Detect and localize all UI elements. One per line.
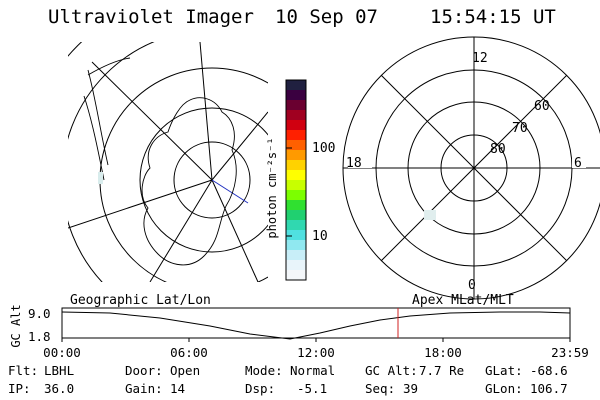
altitude-ylabel: GC Alt xyxy=(9,304,23,347)
geo-meridian xyxy=(68,179,213,229)
glat-value: -68.6 xyxy=(530,363,568,378)
colorbar-segment xyxy=(286,150,306,161)
geo-lat-circle xyxy=(173,141,251,219)
glon-value: 106.7 xyxy=(530,381,568,396)
geo-meridian xyxy=(149,179,213,282)
coastline-fragment xyxy=(83,57,131,181)
altitude-plot: GC Alt 9.0 1.8 00:00 06:00 12:00 18:00 2… xyxy=(9,304,589,360)
colorbar-segment xyxy=(286,180,306,191)
mlat-label-60: 60 xyxy=(534,99,550,114)
geo-lat-circle xyxy=(68,42,83,57)
mode-value: Normal xyxy=(290,363,335,378)
glon-label: GLon: xyxy=(485,381,523,396)
altitude-ytick-9: 9.0 xyxy=(28,306,51,321)
filter-value: LBHL xyxy=(44,363,74,378)
label-mask xyxy=(572,152,586,168)
app-title: Ultraviolet Imager xyxy=(48,6,254,28)
gcalt-value: 7.7 Re xyxy=(419,363,464,378)
geo-lat-circle xyxy=(139,107,268,253)
colorbar-segment xyxy=(286,80,306,91)
altitude-ytick-1.8: 1.8 xyxy=(28,329,51,344)
colorbar-segment xyxy=(286,130,306,141)
colorbar-segment xyxy=(286,170,306,181)
colorbar-segment xyxy=(286,230,306,241)
sun-direction-line xyxy=(211,179,249,204)
door-value: Open xyxy=(170,363,200,378)
filter-label: Flt: xyxy=(8,363,38,378)
dsp-value: -5.1 xyxy=(297,381,327,396)
colorbar-segment xyxy=(286,220,306,231)
colorbar-segment xyxy=(286,160,306,171)
aurora-patch xyxy=(424,210,436,220)
antarctica-coastline xyxy=(141,97,237,266)
colorbar-tick-100: 100 xyxy=(312,141,335,156)
observation-time: 15:54:15 UT xyxy=(430,6,556,28)
altitude-xtick-1800: 18:00 xyxy=(424,345,462,360)
polar-map xyxy=(342,36,600,300)
mlt-label-12: 12 xyxy=(472,51,488,66)
observation-date: 10 Sep 07 xyxy=(275,6,378,28)
polar-diagonal xyxy=(380,74,568,262)
colorbar-segment xyxy=(286,90,306,101)
colorbar-segment xyxy=(286,250,306,261)
glat-label: GLat: xyxy=(485,363,523,378)
gcalt-label: GC Alt: xyxy=(365,363,418,378)
colorbar-segment xyxy=(286,100,306,111)
colorbar-tick-10: 10 xyxy=(312,229,328,244)
geo-map-label: Geographic Lat/Lon xyxy=(70,293,211,308)
geo-meridian xyxy=(211,179,259,282)
colorbar-frame xyxy=(285,79,307,281)
mlat-label-80: 80 xyxy=(490,142,506,157)
status-footer: Flt: LBHL IP: 36.0 Door: Open Gain: 14 M… xyxy=(8,363,568,396)
gain-value: 14 xyxy=(170,381,185,396)
dsp-label: Dsp: xyxy=(245,381,275,396)
colorbar-segment xyxy=(286,270,306,281)
geo-map xyxy=(68,42,268,282)
colorbar-segment xyxy=(286,260,306,271)
mlt-label-6: 6 xyxy=(574,156,582,171)
label-mask xyxy=(348,152,372,168)
polar-map-label: Apex MLat/MLT xyxy=(412,293,514,308)
colorbar-unit-label: photon cm⁻²s⁻¹ xyxy=(265,137,279,238)
ip-value: 36.0 xyxy=(44,381,74,396)
colorbar-segment xyxy=(286,200,306,211)
geo-meridian xyxy=(199,42,213,181)
geo-meridian xyxy=(91,61,213,181)
gain-label: Gain: xyxy=(125,381,163,396)
mlat-label-70: 70 xyxy=(512,121,528,136)
colorbar-segment xyxy=(286,140,306,151)
colorbar-segment xyxy=(286,210,306,221)
geo-meridian xyxy=(211,111,268,181)
colorbar-segment xyxy=(286,190,306,201)
colorbar-segment xyxy=(286,240,306,251)
altitude-xtick-2359: 23:59 xyxy=(551,345,589,360)
colorbar-segment xyxy=(286,120,306,131)
aurora-patch xyxy=(98,172,103,184)
seq-value: 39 xyxy=(403,381,418,396)
door-label: Door: xyxy=(125,363,163,378)
altitude-xtick-0000: 00:00 xyxy=(43,345,81,360)
colorbar-segment xyxy=(286,110,306,121)
mlt-label-0: 0 xyxy=(468,278,476,293)
intensity-colorbar xyxy=(286,80,306,281)
mode-label: Mode: xyxy=(245,363,283,378)
altitude-xtick-0600: 06:00 xyxy=(170,345,208,360)
seq-label: Seq: xyxy=(365,381,395,396)
altitude-trace xyxy=(61,311,571,340)
ip-label: IP: xyxy=(8,381,31,396)
mlt-label-18: 18 xyxy=(346,156,362,171)
altitude-xtick-1200: 12:00 xyxy=(297,345,335,360)
